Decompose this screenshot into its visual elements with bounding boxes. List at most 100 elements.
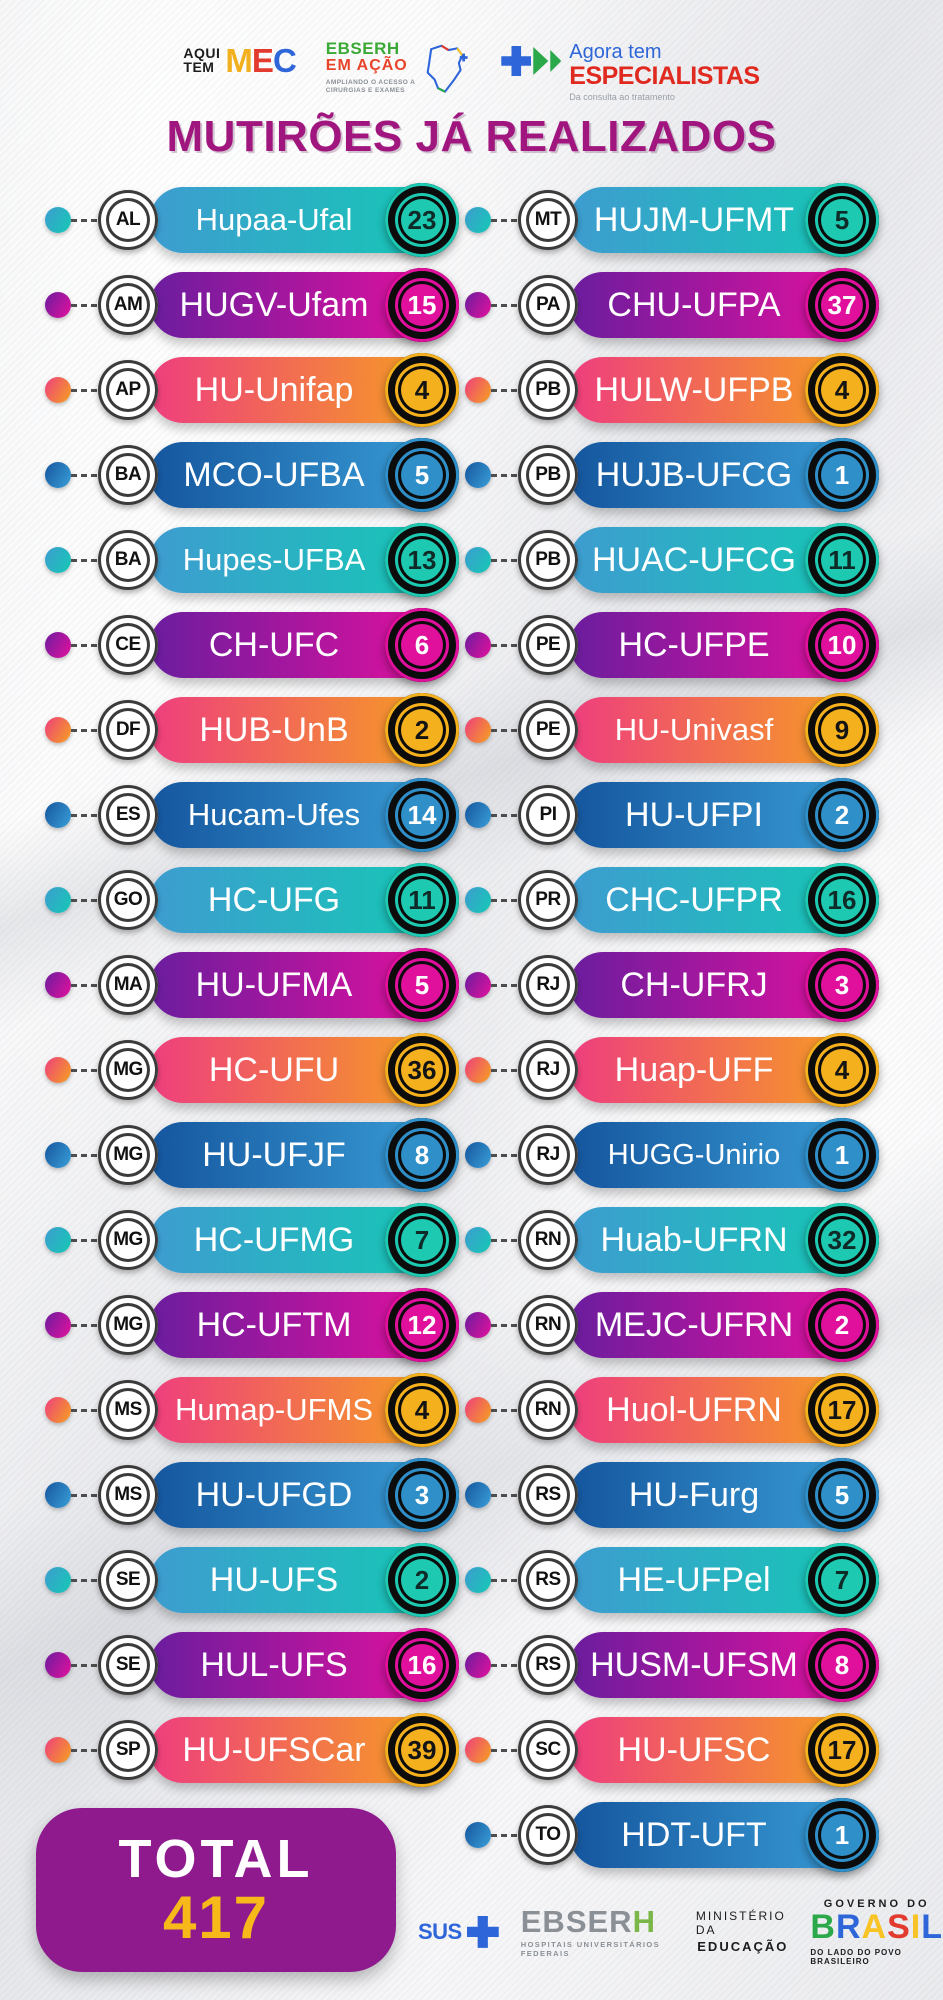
connector-dot bbox=[45, 547, 71, 573]
hospital-row: PI HU-UFPI 2 bbox=[420, 778, 891, 852]
hospital-name: HUJM-UFMT bbox=[593, 201, 795, 239]
hospital-name: HU-UFS bbox=[209, 1561, 339, 1599]
count-value: 17 bbox=[827, 1394, 857, 1425]
hospital-pill: RS HU-Furg 5 bbox=[518, 1458, 879, 1532]
count-badge: 3 bbox=[385, 1458, 459, 1532]
count-badge: 5 bbox=[805, 1458, 879, 1532]
connector-dashed-line bbox=[491, 898, 527, 902]
count-value: 2 bbox=[414, 714, 430, 745]
state-badge: PR bbox=[518, 870, 578, 930]
count-badge: 36 bbox=[385, 1033, 459, 1107]
count-badge: 5 bbox=[385, 948, 459, 1022]
health-cross-icon bbox=[501, 46, 532, 76]
hospital-pill: RJ CH-UFRJ 3 bbox=[518, 948, 879, 1022]
state-code: CE bbox=[115, 634, 141, 655]
connector-dashed-line bbox=[491, 218, 527, 222]
count-value: 16 bbox=[827, 884, 857, 915]
hospital-row: RJ Huap-UFF 4 bbox=[420, 1033, 891, 1107]
count-badge: 7 bbox=[385, 1203, 459, 1277]
count-value: 2 bbox=[834, 799, 850, 830]
hospital-name: HU-UFGD bbox=[195, 1476, 353, 1514]
connector-dot bbox=[465, 462, 491, 488]
connector-dot bbox=[465, 1737, 491, 1763]
connector-dot bbox=[465, 887, 491, 913]
state-code: MS bbox=[114, 1484, 142, 1505]
count-value: 2 bbox=[834, 1309, 850, 1340]
count-value: 4 bbox=[414, 1394, 430, 1425]
count-badge: 7 bbox=[805, 1543, 879, 1617]
connector-dashed-line bbox=[71, 473, 107, 477]
hospital-name: HDT-UFT bbox=[621, 1816, 767, 1854]
hospital-name: HC-UFTM bbox=[196, 1306, 352, 1344]
hospital-row: SP HU-UFSCar 39 bbox=[0, 1713, 471, 1787]
connector-dashed-line bbox=[71, 1238, 107, 1242]
connector-dashed-line bbox=[491, 1153, 527, 1157]
state-badge: MS bbox=[98, 1380, 158, 1440]
hospital-row: PA CHU-UFPA 37 bbox=[420, 268, 891, 342]
connector-dashed-line bbox=[491, 1238, 527, 1242]
hospital-row: DF HUB-UnB 2 bbox=[0, 693, 471, 767]
connector-dot bbox=[465, 1652, 491, 1678]
count-badge: 13 bbox=[385, 523, 459, 597]
state-badge: RS bbox=[518, 1550, 578, 1610]
state-code: PE bbox=[535, 719, 561, 740]
connector-dot bbox=[465, 802, 491, 828]
hospital-pill: SP HU-UFSCar 39 bbox=[98, 1713, 459, 1787]
connector-dot bbox=[465, 1397, 491, 1423]
count-value: 23 bbox=[407, 204, 437, 235]
hospital-pill: RS HE-UFPel 7 bbox=[518, 1543, 879, 1617]
total-label: TOTAL bbox=[118, 1829, 314, 1889]
connector-dashed-line bbox=[71, 388, 107, 392]
hospital-pill: PR CHC-UFPR 16 bbox=[518, 863, 879, 937]
state-code: MG bbox=[113, 1314, 143, 1335]
connector-dot bbox=[45, 1227, 71, 1253]
count-value: 1 bbox=[834, 459, 850, 490]
connector-dot bbox=[45, 717, 71, 743]
connector-dashed-line bbox=[71, 1493, 107, 1497]
hospital-pill: SC HU-UFSC 17 bbox=[518, 1713, 879, 1787]
connector-dashed-line bbox=[491, 473, 527, 477]
connector-dashed-line bbox=[71, 1408, 107, 1412]
hospital-pill: MA HU-UFMA 5 bbox=[98, 948, 459, 1022]
state-badge: RN bbox=[518, 1380, 578, 1440]
hospital-pill: MS Humap-UFMS 4 bbox=[98, 1373, 459, 1447]
state-badge: RS bbox=[518, 1635, 578, 1695]
state-code: MS bbox=[114, 1399, 142, 1420]
ebserh-subtitle: HOSPITAIS UNIVERSITÁRIOS FEDERAIS bbox=[520, 1939, 661, 1958]
count-badge: 23 bbox=[385, 183, 459, 257]
state-badge: AM bbox=[98, 275, 158, 335]
connector-dashed-line bbox=[491, 558, 527, 562]
connector-dashed-line bbox=[71, 558, 107, 562]
count-badge: 9 bbox=[805, 693, 879, 767]
state-code: SE bbox=[115, 1569, 141, 1590]
hospital-pill: PB HUJB-UFCG 1 bbox=[518, 438, 879, 512]
hospital-row: TO HDT-UFT 1 bbox=[420, 1798, 891, 1872]
hospital-pill: SE HUL-UFS 16 bbox=[98, 1628, 459, 1702]
connector-dot bbox=[45, 1057, 71, 1083]
sus-label: SUS bbox=[418, 1918, 462, 1944]
state-code: RJ bbox=[536, 974, 560, 995]
hospital-row: MA HU-UFMA 5 bbox=[0, 948, 471, 1022]
hospital-pill: ES Hucam-Ufes 14 bbox=[98, 778, 459, 852]
connector-dot bbox=[465, 1482, 491, 1508]
connector-dot bbox=[465, 1822, 491, 1848]
state-code: PB bbox=[535, 549, 561, 570]
hospital-row: SE HU-UFS 2 bbox=[0, 1543, 471, 1617]
hospital-row: MG HU-UFJF 8 bbox=[0, 1118, 471, 1192]
connector-dot bbox=[465, 1057, 491, 1083]
connector-dashed-line bbox=[491, 813, 527, 817]
connector-dot bbox=[45, 802, 71, 828]
hospital-pill: PA CHU-UFPA 37 bbox=[518, 268, 879, 342]
hospital-pill: BA Hupes-UFBA 13 bbox=[98, 523, 459, 597]
count-badge: 1 bbox=[805, 1118, 879, 1192]
hospital-pill: MG HC-UFTM 12 bbox=[98, 1288, 459, 1362]
hospital-row: PB HUAC-UFCG 11 bbox=[420, 523, 891, 597]
state-badge: DF bbox=[98, 700, 158, 760]
count-value: 8 bbox=[834, 1649, 850, 1680]
hospital-pill: BA MCO-UFBA 5 bbox=[98, 438, 459, 512]
connector-dot bbox=[465, 1312, 491, 1338]
count-badge: 32 bbox=[805, 1203, 879, 1277]
hospital-pill: AP HU-Unifap 4 bbox=[98, 353, 459, 427]
state-code: GO bbox=[113, 889, 143, 910]
hospital-pill: PB HUAC-UFCG 11 bbox=[518, 523, 879, 597]
